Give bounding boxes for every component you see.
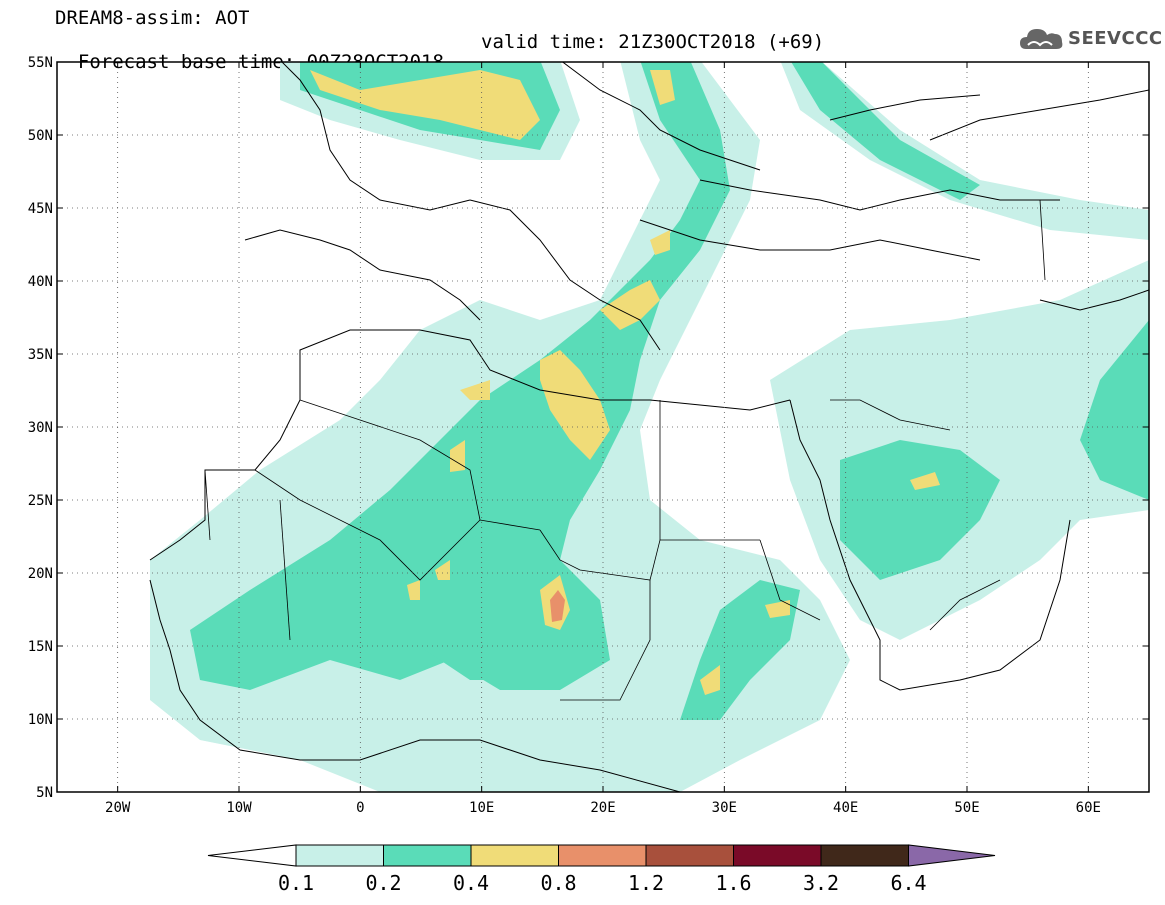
- lon-label: 0: [356, 800, 364, 816]
- longitude-labels: 20W 10W 0 10E 20E 30E 40E 50E 60E: [105, 800, 1101, 816]
- colorbar-segment: [733, 844, 822, 867]
- lat-label: 50N: [28, 128, 53, 144]
- axis-ticks: [57, 61, 1149, 793]
- lon-label: 50E: [954, 800, 979, 816]
- colorbar-level-label: 1.2: [628, 871, 664, 895]
- map-gridlines: [57, 62, 1149, 792]
- lon-label: 40E: [833, 800, 858, 816]
- lat-label: 55N: [28, 55, 53, 71]
- colorbar-high-arrow: [908, 844, 996, 867]
- colorbar-low-arrow: [207, 844, 297, 867]
- lon-label: 60E: [1076, 800, 1101, 816]
- colorbar-segment: [383, 844, 472, 867]
- lat-label: 35N: [28, 347, 53, 363]
- map-title: DREAM8-assim: AOT: [55, 7, 250, 29]
- valid-time: valid time: 21Z30OCT2018 (+69): [481, 31, 825, 53]
- colorbar-level-label: 0.2: [365, 871, 401, 895]
- colorbar-labels: 0.1 0.2 0.4 0.8 1.2 1.6 3.2 6.4: [278, 871, 927, 895]
- logo-text: SEEVCCC: [1068, 28, 1163, 49]
- colorbar-level-label: 1.6: [715, 871, 751, 895]
- colorbar-level-label: 0.8: [540, 871, 576, 895]
- lat-label: 25N: [28, 493, 53, 509]
- colorbar-segment: [820, 844, 909, 867]
- colorbar-segment: [295, 844, 384, 867]
- colorbar-level-label: 0.4: [453, 871, 489, 895]
- aot-shading: [149, 62, 1149, 792]
- lat-label: 45N: [28, 201, 53, 217]
- lat-label: 20N: [28, 566, 53, 582]
- colorbar: [207, 844, 996, 867]
- lat-label: 5N: [36, 785, 53, 801]
- lon-label: 20E: [590, 800, 615, 816]
- colorbar-segment: [470, 844, 559, 867]
- lat-label: 10N: [28, 712, 53, 728]
- lat-label: 30N: [28, 420, 53, 436]
- cloud-icon: [1020, 29, 1063, 49]
- lon-label: 10W: [226, 800, 252, 816]
- colorbar-level-label: 0.1: [278, 871, 314, 895]
- colorbar-segment: [645, 844, 734, 867]
- lon-label: 10E: [469, 800, 494, 816]
- colorbar-level-label: 6.4: [890, 871, 926, 895]
- lon-label: 20W: [105, 800, 131, 816]
- colorbar-level-label: 3.2: [803, 871, 839, 895]
- colorbar-segment: [558, 844, 647, 867]
- lat-label: 40N: [28, 274, 53, 290]
- lon-label: 30E: [712, 800, 737, 816]
- seevccc-logo: SEEVCCC: [1018, 23, 1162, 55]
- lat-label: 15N: [28, 639, 53, 655]
- latitude-labels: 55N 50N 45N 40N 35N 30N 25N 20N 15N 10N 5N: [28, 55, 53, 801]
